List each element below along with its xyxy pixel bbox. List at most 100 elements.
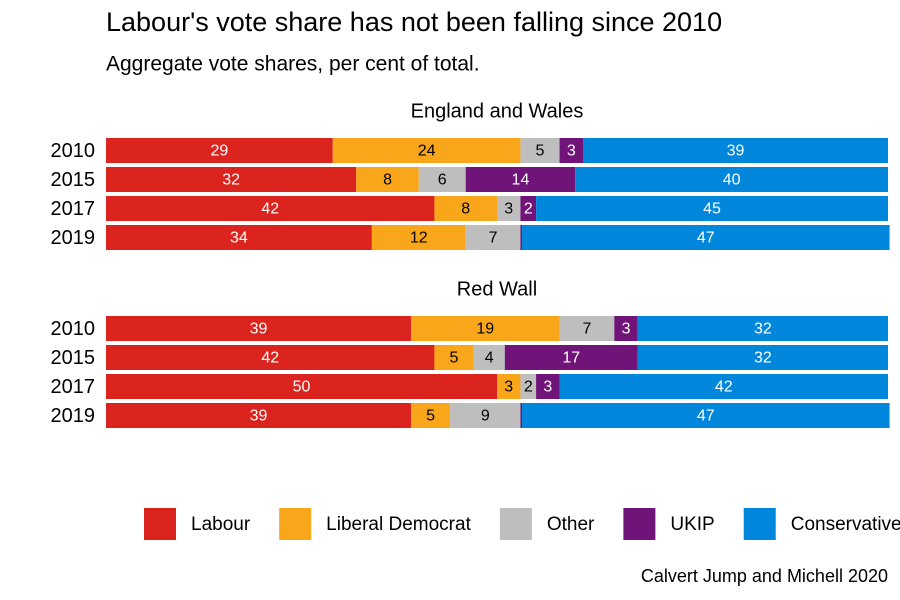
- bar-segment: [520, 403, 523, 428]
- legend-swatch: [623, 508, 656, 540]
- data-label: 9: [481, 408, 490, 425]
- bar-segment: [520, 225, 523, 250]
- chart-subtitle: Aggregate vote shares, per cent of total…: [106, 53, 480, 76]
- bar-segment: [410, 403, 451, 428]
- bar-segment: [106, 316, 411, 341]
- panel-title: England and Wales: [411, 100, 584, 122]
- bar-segment: [106, 167, 357, 192]
- data-label: 8: [383, 172, 392, 189]
- legend-label: Liberal Democrat: [326, 514, 471, 535]
- data-label: 3: [543, 379, 552, 396]
- data-label: 29: [210, 143, 228, 160]
- data-label: 5: [426, 408, 435, 425]
- bar-segment: [106, 196, 435, 221]
- legend-swatch: [144, 508, 176, 540]
- bar-segment: [637, 316, 888, 341]
- data-label: 3: [567, 143, 576, 160]
- data-label: 19: [476, 321, 494, 338]
- bar-segment: [520, 196, 537, 221]
- data-label: 40: [723, 172, 741, 189]
- y-tick-label: 2015: [51, 169, 96, 191]
- bar-segment: [434, 196, 497, 221]
- y-tick-label: 2019: [51, 227, 96, 249]
- data-label: 8: [461, 201, 470, 218]
- legend-label: UKIP: [670, 514, 714, 535]
- bar-segment: [522, 403, 890, 428]
- data-label: 50: [293, 379, 311, 396]
- bar-segment: [434, 345, 474, 370]
- bar-segment: [473, 345, 505, 370]
- bar-segment: [106, 374, 497, 399]
- data-label: 3: [622, 321, 631, 338]
- data-label: 42: [715, 379, 733, 396]
- bar-segment: [614, 316, 638, 341]
- bar-segment: [559, 316, 615, 341]
- data-label: 42: [261, 201, 279, 218]
- bar-segment: [575, 167, 888, 192]
- bar-segment: [106, 138, 333, 163]
- data-label: 45: [703, 201, 721, 218]
- bar-segment: [536, 196, 888, 221]
- bar-segment: [450, 403, 521, 428]
- bar-segment: [583, 138, 888, 163]
- data-label: 39: [250, 321, 268, 338]
- bar-segment: [520, 374, 537, 399]
- data-label: 2: [524, 201, 533, 218]
- legend-label: Labour: [191, 514, 251, 535]
- bar-segment: [504, 345, 638, 370]
- bar-segment: [465, 225, 521, 250]
- data-label: 5: [536, 143, 545, 160]
- bar-segment: [106, 403, 411, 428]
- bar-segment: [536, 374, 560, 399]
- data-label: 39: [250, 408, 268, 425]
- data-label: 7: [582, 321, 591, 338]
- data-label: 3: [504, 201, 513, 218]
- y-tick-label: 2010: [51, 318, 96, 340]
- bar-segment: [465, 167, 576, 192]
- data-label: 47: [697, 230, 715, 247]
- data-label: 2: [524, 379, 533, 396]
- bar-segment: [410, 316, 560, 341]
- legend-swatch: [743, 508, 776, 540]
- bar-segment: [637, 345, 888, 370]
- legend-swatch: [279, 508, 312, 540]
- data-label: 17: [562, 350, 580, 367]
- bar-segment: [418, 167, 466, 192]
- data-label: 47: [697, 408, 715, 425]
- bar-segment: [559, 374, 888, 399]
- y-tick-label: 2010: [51, 140, 96, 162]
- data-label: 39: [727, 143, 745, 160]
- data-label: 32: [754, 321, 772, 338]
- bar-segment: [559, 138, 584, 163]
- bar-segment: [522, 225, 890, 250]
- data-label: 42: [261, 350, 279, 367]
- chart-title: Labour's vote share has not been falling…: [106, 7, 722, 37]
- bar-segment: [371, 225, 466, 250]
- bar-segment: [332, 138, 521, 163]
- bar-segment: [356, 167, 419, 192]
- data-label: 3: [504, 379, 513, 396]
- y-tick-label: 2017: [51, 376, 96, 398]
- legend-swatch: [499, 508, 532, 540]
- data-label: 6: [438, 172, 447, 189]
- legend-label: Conservative: [791, 514, 900, 535]
- bar-segment: [106, 225, 372, 250]
- data-label: 32: [754, 350, 772, 367]
- bar-segment: [106, 345, 435, 370]
- source: Calvert Jump and Michell 2020: [641, 566, 888, 586]
- data-label: 34: [230, 230, 248, 247]
- data-label: 7: [489, 230, 498, 247]
- data-label: 12: [410, 230, 428, 247]
- panel-title: Red Wall: [457, 278, 537, 300]
- bar-segment: [520, 138, 560, 163]
- bar-segment: [497, 196, 521, 221]
- data-label: 32: [222, 172, 240, 189]
- y-tick-label: 2015: [51, 347, 96, 369]
- bar-segment: [497, 374, 521, 399]
- data-label: 24: [418, 143, 436, 160]
- data-label: 4: [485, 350, 494, 367]
- legend-label: Other: [547, 514, 595, 535]
- y-tick-label: 2019: [51, 405, 96, 427]
